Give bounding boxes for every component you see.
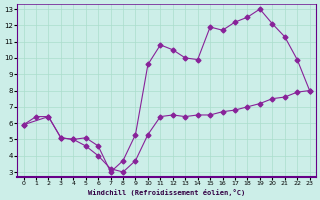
X-axis label: Windchill (Refroidissement éolien,°C): Windchill (Refroidissement éolien,°C)	[88, 189, 245, 196]
